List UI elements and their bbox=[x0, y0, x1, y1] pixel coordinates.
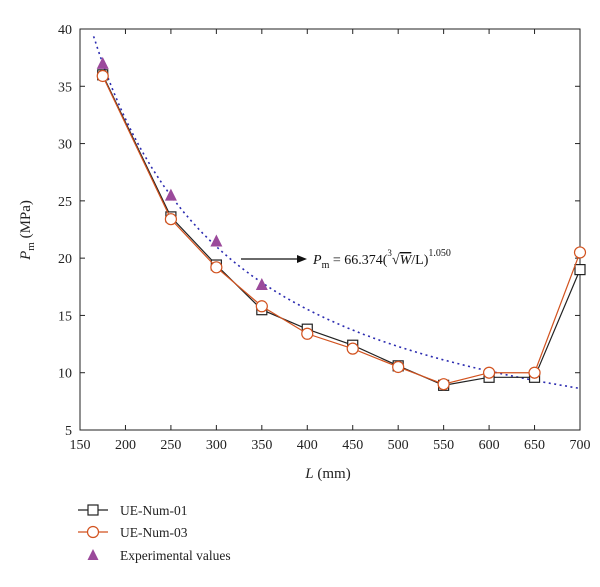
y-tick-label: 35 bbox=[58, 80, 72, 95]
x-tick-label: 550 bbox=[433, 438, 454, 453]
y-axis-unit: (MPa) bbox=[18, 200, 34, 242]
x-axis-symbol: L bbox=[304, 466, 313, 482]
legend-triangle-marker bbox=[87, 549, 99, 560]
plot-area bbox=[79, 28, 581, 431]
equation-exponent: 1.050 bbox=[428, 248, 451, 259]
circle-marker bbox=[528, 366, 541, 379]
y-axis-subscript: m bbox=[25, 242, 37, 251]
y-tick-label: 40 bbox=[58, 23, 72, 38]
data-series bbox=[92, 36, 587, 391]
x-tick-label: 150 bbox=[70, 438, 91, 453]
equation-coefficient: = 66.374( bbox=[329, 253, 387, 268]
x-tick-label: 300 bbox=[206, 438, 227, 453]
circle-marker bbox=[346, 342, 359, 355]
circle-marker bbox=[255, 300, 268, 313]
triangle-marker bbox=[255, 277, 268, 290]
plot-frame bbox=[79, 28, 581, 431]
x-tick-label: 200 bbox=[115, 438, 136, 453]
x-tick-label: 450 bbox=[342, 438, 363, 453]
annotation-arrowhead bbox=[297, 255, 307, 263]
y-tick-label: 25 bbox=[58, 195, 72, 210]
equation-root-index: 3 bbox=[387, 248, 392, 258]
x-axis-title: L (mm) bbox=[304, 466, 350, 482]
triangle-marker bbox=[164, 188, 177, 201]
x-tick-label: 500 bbox=[388, 438, 409, 453]
legend-label-experimental: Experimental values bbox=[120, 548, 231, 563]
legend-square-marker bbox=[87, 504, 99, 516]
circle-marker bbox=[573, 246, 587, 259]
legend-item-experimental: Experimental values bbox=[87, 548, 231, 563]
series-line bbox=[102, 74, 581, 386]
y-axis-title: Pm (MPa) bbox=[18, 200, 37, 261]
y-axis-symbol: P bbox=[18, 251, 34, 261]
x-tick-label: 650 bbox=[524, 438, 545, 453]
legend-item-ue-num-01: UE-Num-01 bbox=[78, 503, 188, 518]
series-experimental-values bbox=[96, 56, 268, 290]
fit-equation-annotation: Pm = 66.374(3√W/L)1.050 bbox=[241, 248, 451, 271]
circle-marker bbox=[301, 327, 314, 340]
legend-label-ue-num-01: UE-Num-01 bbox=[120, 503, 188, 518]
circle-marker bbox=[96, 69, 109, 83]
y-tick-label: 20 bbox=[58, 252, 72, 267]
y-tick-label: 30 bbox=[58, 138, 72, 153]
circle-marker bbox=[392, 360, 405, 374]
x-axis-unit: (mm) bbox=[314, 466, 351, 482]
triangle-marker bbox=[96, 56, 109, 69]
series-ue-num-03 bbox=[96, 69, 587, 391]
legend-item-ue-num-03: UE-Num-03 bbox=[78, 525, 188, 540]
x-tick-label: 250 bbox=[160, 438, 181, 453]
triangle-marker bbox=[210, 234, 223, 247]
legend: UE-Num-01 UE-Num-03 Experimental values bbox=[78, 503, 231, 563]
root-sign: √ bbox=[392, 253, 400, 268]
circle-marker bbox=[437, 378, 450, 391]
axes: 150 200 250 300 350 400 450 500 550 600 650 700 5 10 1… bbox=[58, 23, 591, 453]
equation-radicand: W bbox=[400, 253, 413, 268]
legend-circle-marker bbox=[86, 525, 100, 539]
circle-marker bbox=[210, 261, 223, 274]
equation-lhs-subscript: m bbox=[322, 260, 330, 271]
y-tick-label: 15 bbox=[58, 309, 72, 324]
y-tick-label: 5 bbox=[65, 424, 72, 439]
x-tick-label: 700 bbox=[570, 438, 591, 453]
equation-lhs-symbol: P bbox=[312, 253, 322, 268]
equation-tail: /L) bbox=[411, 253, 428, 268]
series-ue-num-01 bbox=[97, 69, 586, 391]
y-tick-label: 10 bbox=[58, 367, 72, 382]
circle-marker bbox=[482, 366, 496, 379]
x-tick-label: 400 bbox=[297, 438, 318, 453]
series-line bbox=[102, 75, 581, 385]
equation-text: Pm = 66.374(3√W/L)1.050 bbox=[312, 248, 451, 271]
legend-label-ue-num-03: UE-Num-03 bbox=[120, 525, 188, 540]
x-tick-label: 600 bbox=[479, 438, 500, 453]
square-marker bbox=[574, 264, 586, 276]
circle-marker bbox=[164, 213, 178, 226]
x-tick-label: 350 bbox=[251, 438, 272, 453]
